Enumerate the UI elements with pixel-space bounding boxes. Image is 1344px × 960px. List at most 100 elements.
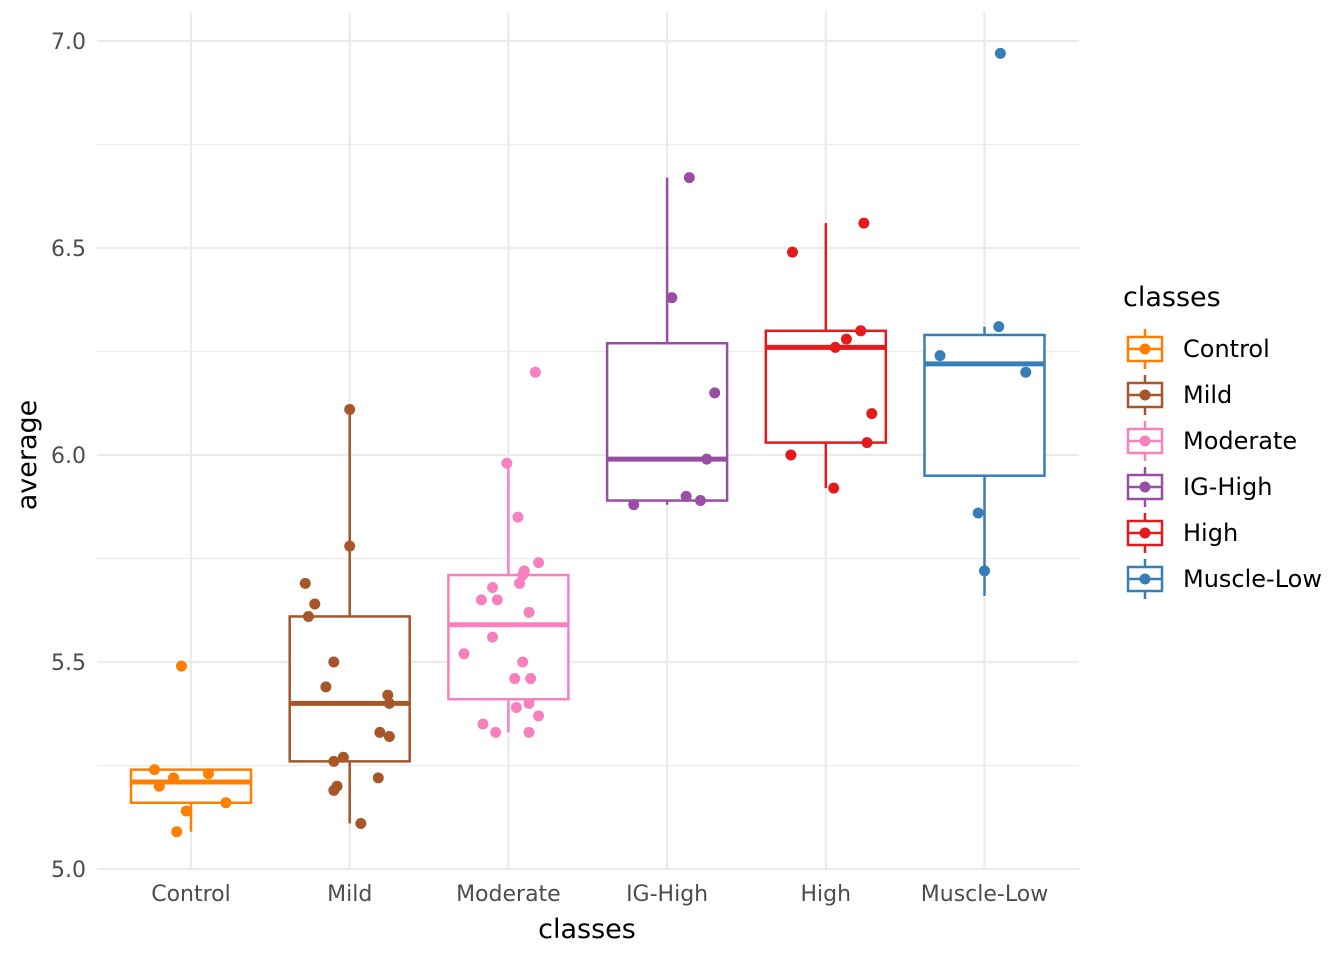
- data-point: [309, 598, 321, 610]
- data-point: [829, 341, 841, 353]
- boxplot-moderate: [447, 463, 570, 733]
- data-point: [510, 702, 522, 714]
- legend-key-point: [1139, 343, 1151, 355]
- data-point: [374, 726, 386, 738]
- box: [447, 573, 570, 701]
- legend-item-mild: Mild: [1126, 375, 1232, 415]
- data-point: [383, 697, 395, 709]
- data-point: [501, 457, 513, 469]
- data-point: [509, 673, 521, 685]
- data-point: [320, 681, 332, 693]
- x-tick-label: Mild: [327, 882, 372, 907]
- data-point: [840, 333, 852, 345]
- data-point: [680, 490, 692, 502]
- data-point: [168, 772, 180, 784]
- data-point: [694, 495, 706, 507]
- data-point: [372, 772, 384, 784]
- boxplots: [129, 177, 1046, 832]
- y-tick-label: 6.0: [51, 444, 86, 469]
- legend-label: High: [1183, 519, 1238, 547]
- data-point: [855, 325, 867, 337]
- x-tick-label: Moderate: [456, 882, 561, 907]
- data-point: [683, 172, 695, 184]
- data-point: [487, 581, 499, 593]
- data-point: [299, 577, 311, 589]
- data-point: [202, 768, 214, 780]
- y-tick-label: 5.5: [51, 651, 86, 676]
- y-tick-label: 6.5: [51, 237, 86, 262]
- data-point: [344, 403, 356, 415]
- y-axis-ticks: 5.0 5.5 6.0 6.5 7.0: [51, 30, 86, 883]
- data-point: [302, 610, 314, 622]
- data-point: [866, 408, 878, 420]
- legend: classes Control Mild Moderate IG-High High Mu…: [1123, 282, 1322, 599]
- data-point: [994, 47, 1006, 59]
- box: [129, 768, 253, 805]
- data-point: [628, 499, 640, 511]
- x-tick-label: IG-High: [626, 882, 708, 907]
- legend-key-point: [1139, 527, 1151, 539]
- data-point: [328, 784, 340, 796]
- data-point: [934, 350, 946, 362]
- data-point: [487, 631, 499, 643]
- data-point: [171, 826, 183, 838]
- data-point: [328, 656, 340, 668]
- boxplot-muscle-low: [923, 326, 1046, 596]
- data-point: [666, 292, 678, 304]
- legend-item-moderate: Moderate: [1126, 421, 1297, 461]
- legend-item-control: Control: [1126, 329, 1270, 369]
- data-point: [529, 366, 541, 378]
- data-point: [328, 755, 340, 767]
- data-point: [517, 569, 529, 581]
- data-point: [785, 449, 797, 461]
- y-axis-title: average: [12, 400, 43, 511]
- data-point: [490, 726, 502, 738]
- data-point: [786, 246, 798, 258]
- data-point: [523, 606, 535, 618]
- data-point: [701, 453, 713, 465]
- data-point: [523, 726, 535, 738]
- data-point: [220, 797, 232, 809]
- grid-minor: [97, 143, 1079, 767]
- data-point: [180, 805, 192, 817]
- data-point: [337, 751, 349, 763]
- data-point: [533, 710, 545, 722]
- data-point: [344, 540, 356, 552]
- boxplot-high: [764, 223, 888, 489]
- box: [605, 341, 729, 502]
- legend-label: Muscle-Low: [1183, 565, 1322, 593]
- y-tick-label: 5.0: [51, 858, 86, 883]
- data-point: [861, 437, 873, 449]
- legend-key-point: [1139, 481, 1151, 493]
- boxplot-control: [129, 768, 253, 832]
- data-point: [491, 594, 503, 606]
- x-axis-title: classes: [538, 914, 636, 945]
- data-point: [993, 321, 1005, 333]
- data-point: [709, 387, 721, 399]
- x-axis-ticks: Control Mild Moderate IG-High High Muscle-Low: [151, 882, 1048, 907]
- data-point: [979, 565, 990, 577]
- y-tick-label: 7.0: [51, 30, 86, 55]
- data-point: [525, 673, 537, 685]
- x-tick-label: High: [801, 882, 852, 907]
- data-point: [514, 577, 526, 589]
- legend-label: Control: [1183, 335, 1270, 363]
- data-point: [828, 482, 840, 494]
- data-point: [175, 660, 187, 672]
- legend-key-point: [1139, 435, 1151, 447]
- data-point: [355, 817, 367, 829]
- data-points: [148, 47, 1032, 838]
- data-point: [858, 217, 870, 229]
- data-point: [972, 507, 984, 519]
- legend-key-point: [1139, 573, 1151, 585]
- data-point: [458, 648, 470, 660]
- data-point: [148, 764, 160, 776]
- data-point: [477, 718, 489, 730]
- data-point: [517, 656, 529, 668]
- box: [923, 333, 1046, 477]
- boxplot-ig-high: [605, 177, 729, 505]
- x-tick-label: Muscle-Low: [921, 882, 1048, 907]
- data-point: [1020, 366, 1032, 378]
- data-point: [153, 780, 165, 792]
